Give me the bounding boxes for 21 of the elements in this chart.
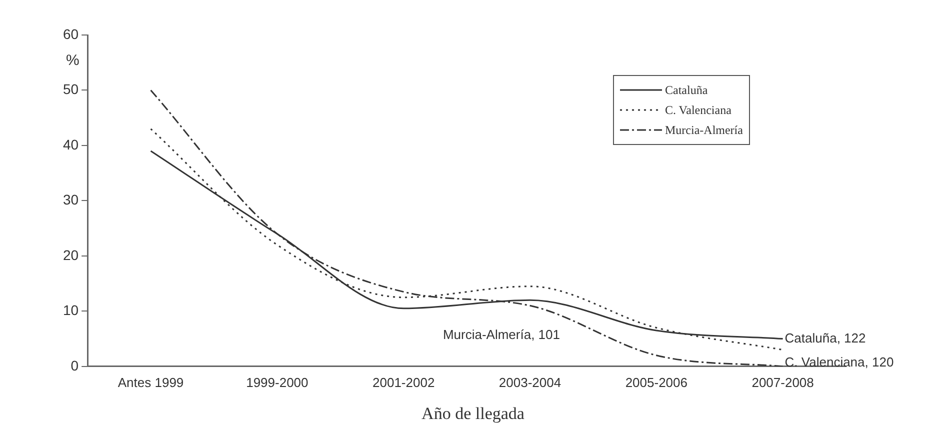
- legend-label: Cataluña: [665, 82, 708, 98]
- x-tick-label: 2007-2008: [752, 374, 814, 390]
- y-tick-label: 30: [62, 192, 79, 208]
- x-axis-title: Año de llegada: [420, 404, 526, 424]
- y-tick-label: 20: [62, 246, 79, 263]
- x-tick-label: Antes 1999: [118, 374, 184, 390]
- annotation: Murcia-Almería, 101: [442, 327, 560, 342]
- annotation: C. Valenciana, 120: [784, 354, 894, 370]
- legend-label: C. Valenciana: [665, 102, 732, 118]
- x-tick-label: 2003-2004: [498, 374, 562, 390]
- y-tick-label: 50: [62, 81, 79, 98]
- y-axis-title: %: [66, 52, 80, 69]
- y-tick-label: 0: [70, 357, 79, 374]
- annotation: Cataluña, 122: [784, 330, 866, 346]
- y-tick-label: 40: [62, 136, 79, 152]
- x-tick-label: 2005-2006: [625, 374, 688, 390]
- x-tick-label: 2001-2002: [372, 374, 435, 390]
- x-tick-label: 1999-2000: [246, 374, 308, 390]
- legend-label: Murcia-Almería: [665, 122, 743, 138]
- y-tick-label: 60: [62, 26, 79, 42]
- y-tick-label: 10: [62, 302, 79, 318]
